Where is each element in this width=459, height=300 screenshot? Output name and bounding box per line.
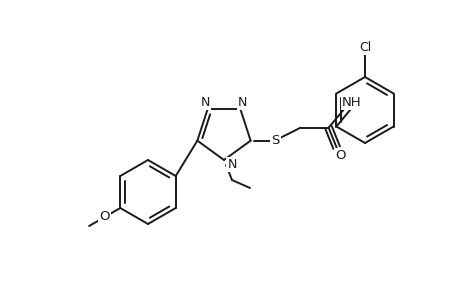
Text: N: N	[237, 96, 246, 109]
Text: N: N	[227, 158, 236, 170]
Text: O: O	[99, 211, 110, 224]
Text: O: O	[335, 149, 345, 162]
Text: Cl: Cl	[358, 40, 370, 53]
Text: N: N	[201, 96, 210, 109]
Text: NH: NH	[341, 96, 361, 109]
Text: S: S	[271, 134, 279, 147]
